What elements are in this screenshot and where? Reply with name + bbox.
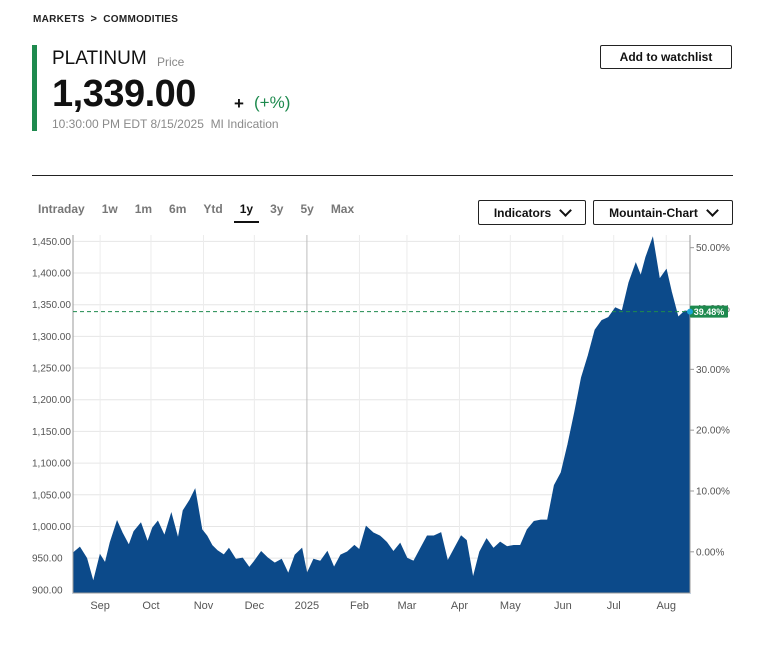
- quote-timestamp: 10:30:00 PM EDT 8/15/2025 MI Indication: [52, 117, 279, 131]
- quote-source: MI Indication: [210, 117, 279, 131]
- y2-tick-label: 20.00%: [696, 426, 730, 437]
- reference-badge: [690, 305, 728, 318]
- y-tick-label: 950.00: [32, 554, 63, 565]
- range-tab-intraday[interactable]: Intraday: [38, 202, 85, 216]
- y2-tick-label: 50.00%: [696, 243, 730, 254]
- x-tick-label: Feb: [350, 600, 369, 612]
- x-tick-label: Oct: [142, 600, 159, 612]
- y-tick-label: 1,150.00: [32, 427, 71, 438]
- x-tick-label: Mar: [397, 600, 416, 612]
- indicators-dropdown[interactable]: Indicators: [478, 200, 586, 225]
- breadcrumb-markets[interactable]: MARKETS: [33, 13, 85, 25]
- price-area-series: [72, 236, 691, 594]
- range-tab-ytd[interactable]: Ytd: [203, 202, 223, 216]
- y-tick-label: 1,000.00: [32, 522, 71, 533]
- chevron-down-icon: [705, 204, 719, 217]
- range-tab-1y[interactable]: 1y: [233, 200, 260, 223]
- x-tick-label: Dec: [245, 600, 265, 612]
- y-tick-label: 1,250.00: [32, 364, 71, 375]
- range-tab-3y[interactable]: 3y: [270, 202, 284, 216]
- symbol-type-label: Price: [157, 55, 185, 69]
- symbol-name: PLATINUM: [52, 48, 147, 69]
- y-tick-label: 1,200.00: [32, 395, 71, 406]
- chart-type-dropdown[interactable]: Mountain-Chart: [593, 200, 733, 225]
- quote-accent-bar: [32, 45, 37, 131]
- breadcrumb: MARKETS > COMMODITIES: [33, 13, 178, 25]
- last-price: 1,339.00: [52, 73, 196, 115]
- x-tick-label: 2025: [295, 600, 319, 612]
- y2-tick-label: 30.00%: [696, 365, 730, 376]
- x-tick-label: Aug: [656, 600, 676, 612]
- x-tick-label: Apr: [451, 600, 468, 612]
- range-tab-max[interactable]: Max: [330, 202, 355, 216]
- y2-tick-label: 10.00%: [696, 486, 730, 497]
- x-tick-label: Jul: [607, 600, 621, 612]
- breadcrumb-separator-icon: >: [90, 13, 98, 25]
- y-tick-label: 1,300.00: [32, 332, 71, 343]
- range-tab-6m[interactable]: 6m: [169, 202, 187, 216]
- y-tick-label: 1,100.00: [32, 459, 71, 470]
- y-tick-label: 900.00: [32, 585, 63, 596]
- x-tick-label: Nov: [194, 600, 214, 612]
- price-change-percent: (+%): [254, 93, 291, 112]
- timestamp-text: 10:30:00 PM EDT 8/15/2025: [52, 117, 204, 131]
- price-change: +: [234, 94, 244, 113]
- section-divider: [32, 175, 733, 176]
- breadcrumb-commodities[interactable]: COMMODITIES: [103, 13, 179, 25]
- reference-badge-label: 39.48%: [694, 307, 725, 317]
- y-tick-label: 1,450.00: [32, 237, 71, 248]
- price-chart[interactable]: 900.00 950.00 1,000.00 1,050.00 1,100.00 1,15…: [0, 228, 768, 618]
- indicators-label: Indicators: [493, 205, 552, 220]
- chevron-down-icon: [559, 204, 573, 217]
- add-to-watchlist-button[interactable]: Add to watchlist: [600, 45, 732, 69]
- range-tab-5y[interactable]: 5y: [300, 202, 314, 216]
- x-tick-label: Jun: [554, 600, 572, 612]
- chart-type-label: Mountain-Chart: [609, 205, 698, 220]
- y-tick-label: 1,350.00: [32, 300, 71, 311]
- range-tab-1w[interactable]: 1w: [101, 202, 118, 216]
- range-tabs: Intraday 1w 1m 6m Ytd 1y 3y 5y Max: [32, 200, 365, 223]
- y-tick-label: 1,050.00: [32, 490, 71, 501]
- last-point-marker: [687, 308, 693, 315]
- y-tick-label: 1,400.00: [32, 269, 71, 280]
- x-tick-label: May: [500, 600, 521, 612]
- y2-tick-label: 0.00%: [696, 547, 724, 558]
- range-tab-1m[interactable]: 1m: [134, 202, 153, 216]
- x-tick-label: Sep: [90, 600, 110, 612]
